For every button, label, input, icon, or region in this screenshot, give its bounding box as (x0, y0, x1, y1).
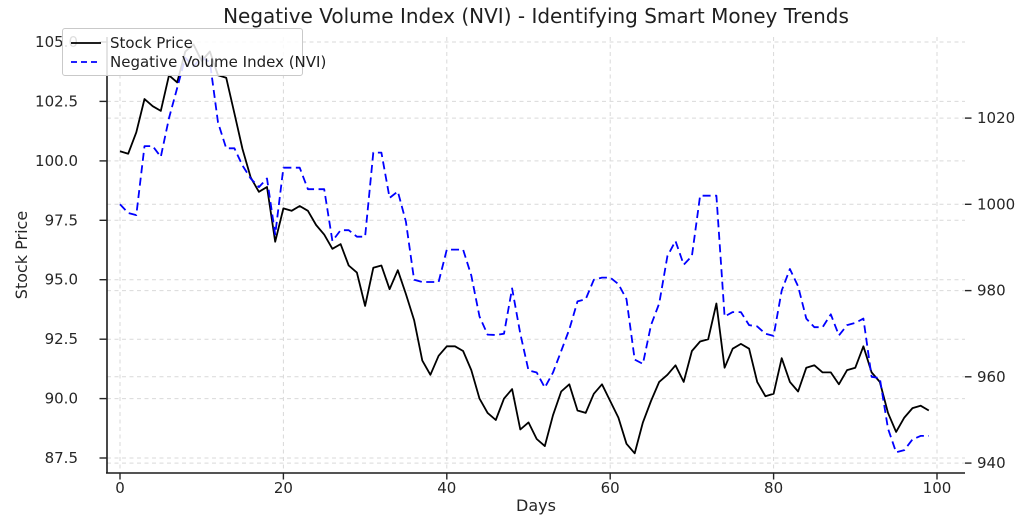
x-tick-label: 0 (115, 479, 125, 497)
legend-item-nvi: Negative Volume Index (NVI) (71, 53, 326, 71)
x-tick-label: 20 (274, 479, 293, 497)
left-tick-label: 87.5 (45, 449, 78, 467)
left-tick-label: 100.0 (35, 152, 78, 170)
nvi-line-sample (71, 60, 101, 63)
left-tick-label: 95.0 (45, 271, 78, 289)
left-tick-label: 92.5 (45, 330, 78, 348)
stock-price-line-sample (71, 41, 101, 44)
legend-item-stock-price: Stock Price (71, 34, 294, 52)
right-tick-label: 1020 (977, 109, 1015, 127)
right-tick-label: 960 (977, 368, 1006, 386)
series-negative-volume-index-nvi- (119, 56, 929, 454)
x-tick-label: 60 (601, 479, 620, 497)
x-tick-label: 100 (923, 479, 952, 497)
x-tick-label: 40 (437, 479, 456, 497)
legend-label-stock-price: Stock Price (110, 33, 193, 52)
legend: Stock Price Negative Volume Index (NVI) (62, 28, 326, 76)
left-tick-label: 90.0 (45, 390, 78, 408)
right-tick-label: 980 (977, 282, 1006, 300)
left-tick-label: 102.5 (35, 92, 78, 110)
right-tick-label: 940 (977, 454, 1006, 472)
x-tick-label: 80 (764, 479, 783, 497)
series-stock-price (119, 43, 930, 455)
left-tick-label: 97.5 (45, 211, 78, 229)
legend-label-nvi: Negative Volume Index (NVI) (110, 52, 327, 71)
x-axis-label: Days (516, 496, 556, 515)
chart-title: Negative Volume Index (NVI) - Identifyin… (223, 4, 849, 28)
right-tick-label: 1000 (977, 195, 1015, 213)
